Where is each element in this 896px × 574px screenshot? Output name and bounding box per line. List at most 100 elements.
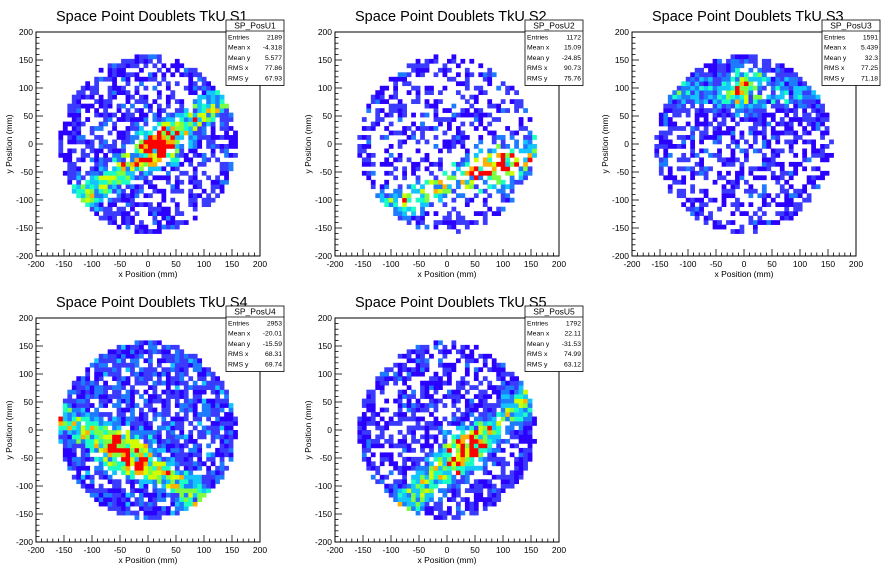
heatmap-bin xyxy=(811,144,816,149)
y-tick-label: 0 xyxy=(28,139,33,149)
heatmap-bin xyxy=(215,112,220,118)
heatmap-bin xyxy=(797,103,803,109)
heatmap-bin xyxy=(121,179,126,185)
heatmap-bin xyxy=(523,412,528,417)
x-tick-label: 200 xyxy=(849,259,863,269)
y-tick-label: -50 xyxy=(320,167,333,177)
heatmap-bin xyxy=(121,130,126,136)
heatmap-bin xyxy=(451,112,457,118)
heatmap-bin xyxy=(62,421,68,426)
heatmap-bin xyxy=(721,130,727,136)
heatmap-bin xyxy=(455,510,461,516)
heatmap-bin xyxy=(735,72,740,78)
heatmap-bin xyxy=(735,144,740,149)
heatmap-bin xyxy=(487,447,493,453)
heatmap-bin xyxy=(210,99,216,104)
heatmap-bin xyxy=(797,202,803,208)
heatmap-bin xyxy=(165,170,171,176)
heatmap-bin xyxy=(94,407,100,413)
heatmap-bin xyxy=(89,479,95,485)
stats-name: SP_PosU3 xyxy=(830,21,872,31)
heatmap-bin xyxy=(219,398,225,404)
heatmap-bin xyxy=(802,103,808,109)
heatmap-bin xyxy=(752,54,758,60)
heatmap-bin xyxy=(420,443,425,449)
heatmap-bin xyxy=(112,461,117,467)
heatmap-bin xyxy=(397,479,403,485)
heatmap-bin xyxy=(487,403,493,408)
heatmap-bin xyxy=(165,152,171,158)
heatmap-bin xyxy=(491,175,497,181)
heatmap-bin xyxy=(210,371,216,377)
heatmap-bin xyxy=(482,412,488,417)
stats-label: RMS x xyxy=(228,351,249,358)
heatmap-bin xyxy=(523,461,528,467)
heatmap-bin xyxy=(464,470,470,476)
heatmap-bin xyxy=(424,479,430,485)
heatmap-bin xyxy=(420,447,425,453)
heatmap-bin xyxy=(779,117,785,122)
heatmap-bin xyxy=(192,425,198,431)
heatmap-bin xyxy=(717,126,722,131)
heatmap-bin xyxy=(523,389,528,395)
heatmap-bin xyxy=(197,99,203,104)
heatmap-bin xyxy=(420,130,425,136)
heatmap-bin xyxy=(411,99,416,104)
heatmap-bin xyxy=(748,103,754,109)
heatmap-bin xyxy=(464,367,470,373)
heatmap-bin xyxy=(406,135,412,140)
heatmap-bin xyxy=(197,412,203,417)
heatmap-bin xyxy=(460,421,466,426)
heatmap-bin xyxy=(532,421,537,426)
heatmap-bin xyxy=(384,126,390,131)
heatmap-bin xyxy=(730,229,736,234)
heatmap-bin xyxy=(775,152,781,158)
heatmap-bin xyxy=(174,206,180,212)
heatmap-bin xyxy=(411,206,416,212)
heatmap-bin xyxy=(726,103,731,109)
heatmap-bin xyxy=(703,121,709,127)
heatmap-bin xyxy=(121,452,126,458)
heatmap-bin xyxy=(215,452,220,458)
heatmap-bin xyxy=(134,371,140,377)
heatmap-bin xyxy=(210,130,216,136)
heatmap-bin xyxy=(406,483,412,489)
heatmap-bin xyxy=(779,63,785,69)
heatmap-bin xyxy=(694,72,700,78)
heatmap-bin xyxy=(496,188,502,194)
heatmap-bin xyxy=(357,438,363,444)
heatmap-bin xyxy=(451,461,457,467)
heatmap-bin xyxy=(402,474,407,480)
heatmap-bin xyxy=(361,144,367,149)
heatmap-bin xyxy=(183,394,189,399)
heatmap-bin xyxy=(775,94,781,100)
heatmap-bin xyxy=(433,72,439,78)
heatmap-bin xyxy=(192,412,198,417)
x-tick-label: 0 xyxy=(742,259,747,269)
heatmap-bin xyxy=(67,121,73,127)
heatmap-bin xyxy=(469,349,475,355)
heatmap-bin xyxy=(482,456,488,462)
heatmap-bin xyxy=(487,353,493,359)
heatmap-bin xyxy=(152,144,158,149)
heatmap-bin xyxy=(112,416,117,422)
heatmap-bin xyxy=(500,81,506,87)
heatmap-bin xyxy=(491,161,497,167)
heatmap-bin xyxy=(67,394,73,399)
heatmap-bin xyxy=(103,389,108,395)
heatmap-bin xyxy=(505,407,511,413)
heatmap-bin xyxy=(442,344,448,350)
heatmap-bin xyxy=(793,117,799,122)
heatmap-bin xyxy=(71,161,77,167)
heatmap-bin xyxy=(487,76,493,82)
heatmap-bin xyxy=(219,112,225,118)
heatmap-bin xyxy=(424,90,430,96)
heatmap-bin xyxy=(694,170,700,176)
heatmap-bin xyxy=(148,407,153,413)
heatmap-bin xyxy=(161,389,167,395)
x-tick-label: 200 xyxy=(552,259,566,269)
heatmap-bin xyxy=(757,130,763,136)
heatmap-bin xyxy=(712,197,718,203)
heatmap-bin xyxy=(406,456,412,462)
